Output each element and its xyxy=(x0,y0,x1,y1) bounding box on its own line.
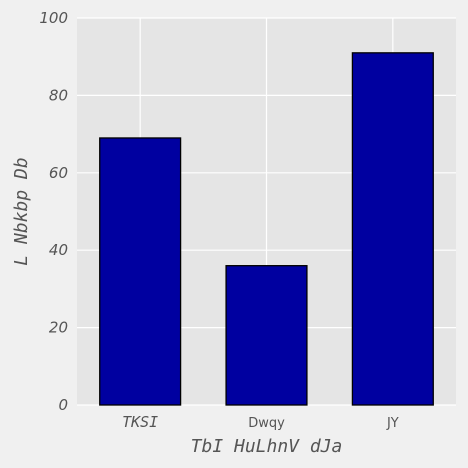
x-tick-label: TKSI xyxy=(122,413,158,431)
bar-dwqy xyxy=(225,265,308,406)
x-tick-labels: TKSI Dwqy JY xyxy=(122,413,399,431)
y-axis-label: L Nbkbp Db xyxy=(11,157,32,265)
x-tick-label: Dwqy xyxy=(248,416,285,431)
y-tick-label: 100 xyxy=(39,9,68,27)
y-tick-label: 20 xyxy=(49,319,68,337)
y-tick-label: 40 xyxy=(49,241,68,259)
y-tick-label: 60 xyxy=(49,164,68,182)
bar-tksi xyxy=(99,137,182,406)
y-tick-label: 0 xyxy=(58,396,68,414)
y-tick-labels: 0 20 40 60 80 100 xyxy=(39,9,68,414)
y-tick-label: 80 xyxy=(49,86,68,104)
bars xyxy=(99,52,434,406)
bar-jy xyxy=(351,52,434,406)
x-axis-label: TbI HuLhnV dJa xyxy=(191,436,343,457)
x-tick-label: JY xyxy=(386,416,399,431)
